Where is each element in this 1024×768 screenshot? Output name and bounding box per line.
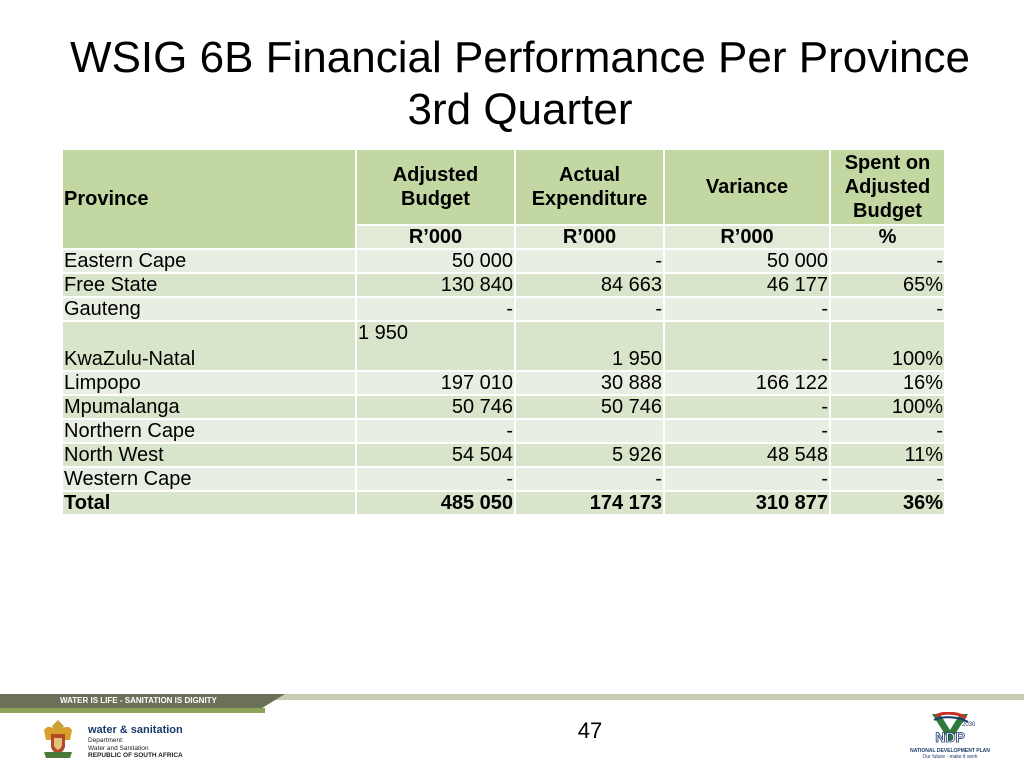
cell-spent: - <box>829 466 946 492</box>
cell-adjusted-budget: 50 000 <box>355 248 516 274</box>
header-spent-on-adjusted-budget: Spent on Adjusted Budget <box>829 148 946 226</box>
table-row: Free State 130 840 84 663 46 177 65% <box>61 272 946 298</box>
cell-spent: 11% <box>829 442 946 468</box>
cell-variance: - <box>663 320 831 372</box>
cell-province: Northern Cape <box>61 418 357 444</box>
department-logo: water & sanitation Department: Water and… <box>88 724 228 760</box>
cell-variance: - <box>663 296 831 322</box>
cell-province: Free State <box>61 272 357 298</box>
cell-actual-expenditure: 30 888 <box>514 370 665 396</box>
cell-adjusted-budget: 50 746 <box>355 394 516 420</box>
cell-variance: - <box>663 466 831 492</box>
unit-adjusted-budget: R’000 <box>355 224 516 250</box>
cell-province: Western Cape <box>61 466 357 492</box>
table-row: North West 54 504 5 926 48 548 11% <box>61 442 946 468</box>
cell-actual-expenditure: 5 926 <box>514 442 665 468</box>
brand-name: water & sanitation <box>88 724 183 736</box>
ndp-caption-block: NATIONAL DEVELOPMENT PLAN Our future - m… <box>910 748 990 760</box>
cell-actual-expenditure <box>514 418 665 444</box>
table-row: Gauteng - - - - <box>61 296 946 322</box>
cell-spent: 36% <box>829 490 946 516</box>
footer-band: WATER IS LIFE - SANITATION IS DIGNITY <box>0 694 1024 714</box>
ndp-tagline: Our future - make it work <box>922 754 978 760</box>
table-header-row: Province Adjusted Budget Actual Expendit… <box>61 148 946 250</box>
title-line-2: 3rd Quarter <box>407 85 633 134</box>
cell-spent: 16% <box>829 370 946 396</box>
cell-variance: - <box>663 418 831 444</box>
cell-variance: 50 000 <box>663 248 831 274</box>
slide-title: WSIG 6B Financial Performance Per Provin… <box>20 32 1020 136</box>
table-units-row: R’000 R’000 R’000 % <box>62 224 946 250</box>
cell-spent: 100% <box>829 394 946 420</box>
cell-variance: 310 877 <box>663 490 831 516</box>
cell-province: North West <box>61 442 357 468</box>
cell-adjusted-budget: 197 010 <box>355 370 516 396</box>
cell-spent: - <box>829 418 946 444</box>
cell-spent: - <box>829 248 946 274</box>
coat-of-arms-icon <box>44 720 72 758</box>
cell-actual-expenditure: - <box>514 248 665 274</box>
cell-province: Limpopo <box>61 370 357 396</box>
unit-spent: % <box>829 224 946 250</box>
page-number: 47 <box>577 718 603 743</box>
table-row: KwaZulu-Natal 1 950 1 950 - 100% <box>61 320 946 372</box>
cell-actual-expenditure: - <box>514 466 665 492</box>
ndp-emblem-icon: 2030 NDP <box>932 711 976 745</box>
cell-province: KwaZulu-Natal <box>61 320 357 372</box>
cell-actual-expenditure: - <box>514 296 665 322</box>
cell-province: Gauteng <box>61 296 357 322</box>
ndp-year: 2030 <box>962 722 976 728</box>
unit-actual-expenditure: R’000 <box>514 224 665 250</box>
cell-actual-expenditure: 50 746 <box>514 394 665 420</box>
ndp-logo: 2030 NDP NATIONAL DEVELOPMENT PLAN Our f… <box>910 711 990 762</box>
footer-slogan: WATER IS LIFE - SANITATION IS DIGNITY <box>0 694 285 708</box>
cell-spent: - <box>829 296 946 322</box>
dept-line-2: Water and Sanitation <box>88 744 149 752</box>
cell-adjusted-budget: 1 950 <box>355 320 516 372</box>
header-actual-expenditure: Actual Expenditure <box>514 148 665 226</box>
header-province: Province <box>61 148 357 250</box>
cell-variance: - <box>663 394 831 420</box>
table-row: Eastern Cape 50 000 - 50 000 - <box>61 248 946 274</box>
cell-adjusted-budget: 485 050 <box>355 490 516 516</box>
table-row: Western Cape - - - - <box>61 466 946 492</box>
table-row: Mpumalanga 50 746 50 746 - 100% <box>61 394 946 420</box>
cell-adjusted-budget: - <box>355 296 516 322</box>
cell-adjusted-budget: - <box>355 418 516 444</box>
ndp-caption: NATIONAL DEVELOPMENT PLAN <box>910 748 990 754</box>
cell-actual-expenditure: 174 173 <box>514 490 665 516</box>
cell-variance: 48 548 <box>663 442 831 468</box>
cell-actual-expenditure: 1 950 <box>514 320 665 372</box>
cell-spent: 100% <box>829 320 946 372</box>
table-total-row: Total 485 050 174 173 310 877 36% <box>61 490 946 516</box>
cell-province: Eastern Cape <box>61 248 357 274</box>
title-line-1: WSIG 6B Financial Performance Per Provin… <box>70 33 970 82</box>
cell-adjusted-budget: 130 840 <box>355 272 516 298</box>
cell-actual-expenditure: 84 663 <box>514 272 665 298</box>
ndp-label: NDP <box>935 729 965 745</box>
unit-variance: R’000 <box>663 224 831 250</box>
cell-variance: 46 177 <box>663 272 831 298</box>
table-row: Northern Cape - - - <box>61 418 946 444</box>
dept-line-3: REPUBLIC OF SOUTH AFRICA <box>88 752 183 759</box>
header-adjusted-budget: Adjusted Budget <box>355 148 516 226</box>
cell-spent: 65% <box>829 272 946 298</box>
dept-line-1: Department: <box>88 737 124 744</box>
table-row: Limpopo 197 010 30 888 166 122 16% <box>61 370 946 396</box>
cell-variance: 166 122 <box>663 370 831 396</box>
cell-adjusted-budget: 54 504 <box>355 442 516 468</box>
header-variance: Variance <box>663 148 831 226</box>
cell-province: Total <box>61 490 357 516</box>
cell-adjusted-budget: - <box>355 466 516 492</box>
cell-province: Mpumalanga <box>61 394 357 420</box>
footer-accent-stripe <box>0 708 265 713</box>
financial-performance-table: Province Adjusted Budget Actual Expendit… <box>61 148 946 516</box>
footer-divider <box>275 694 1024 700</box>
